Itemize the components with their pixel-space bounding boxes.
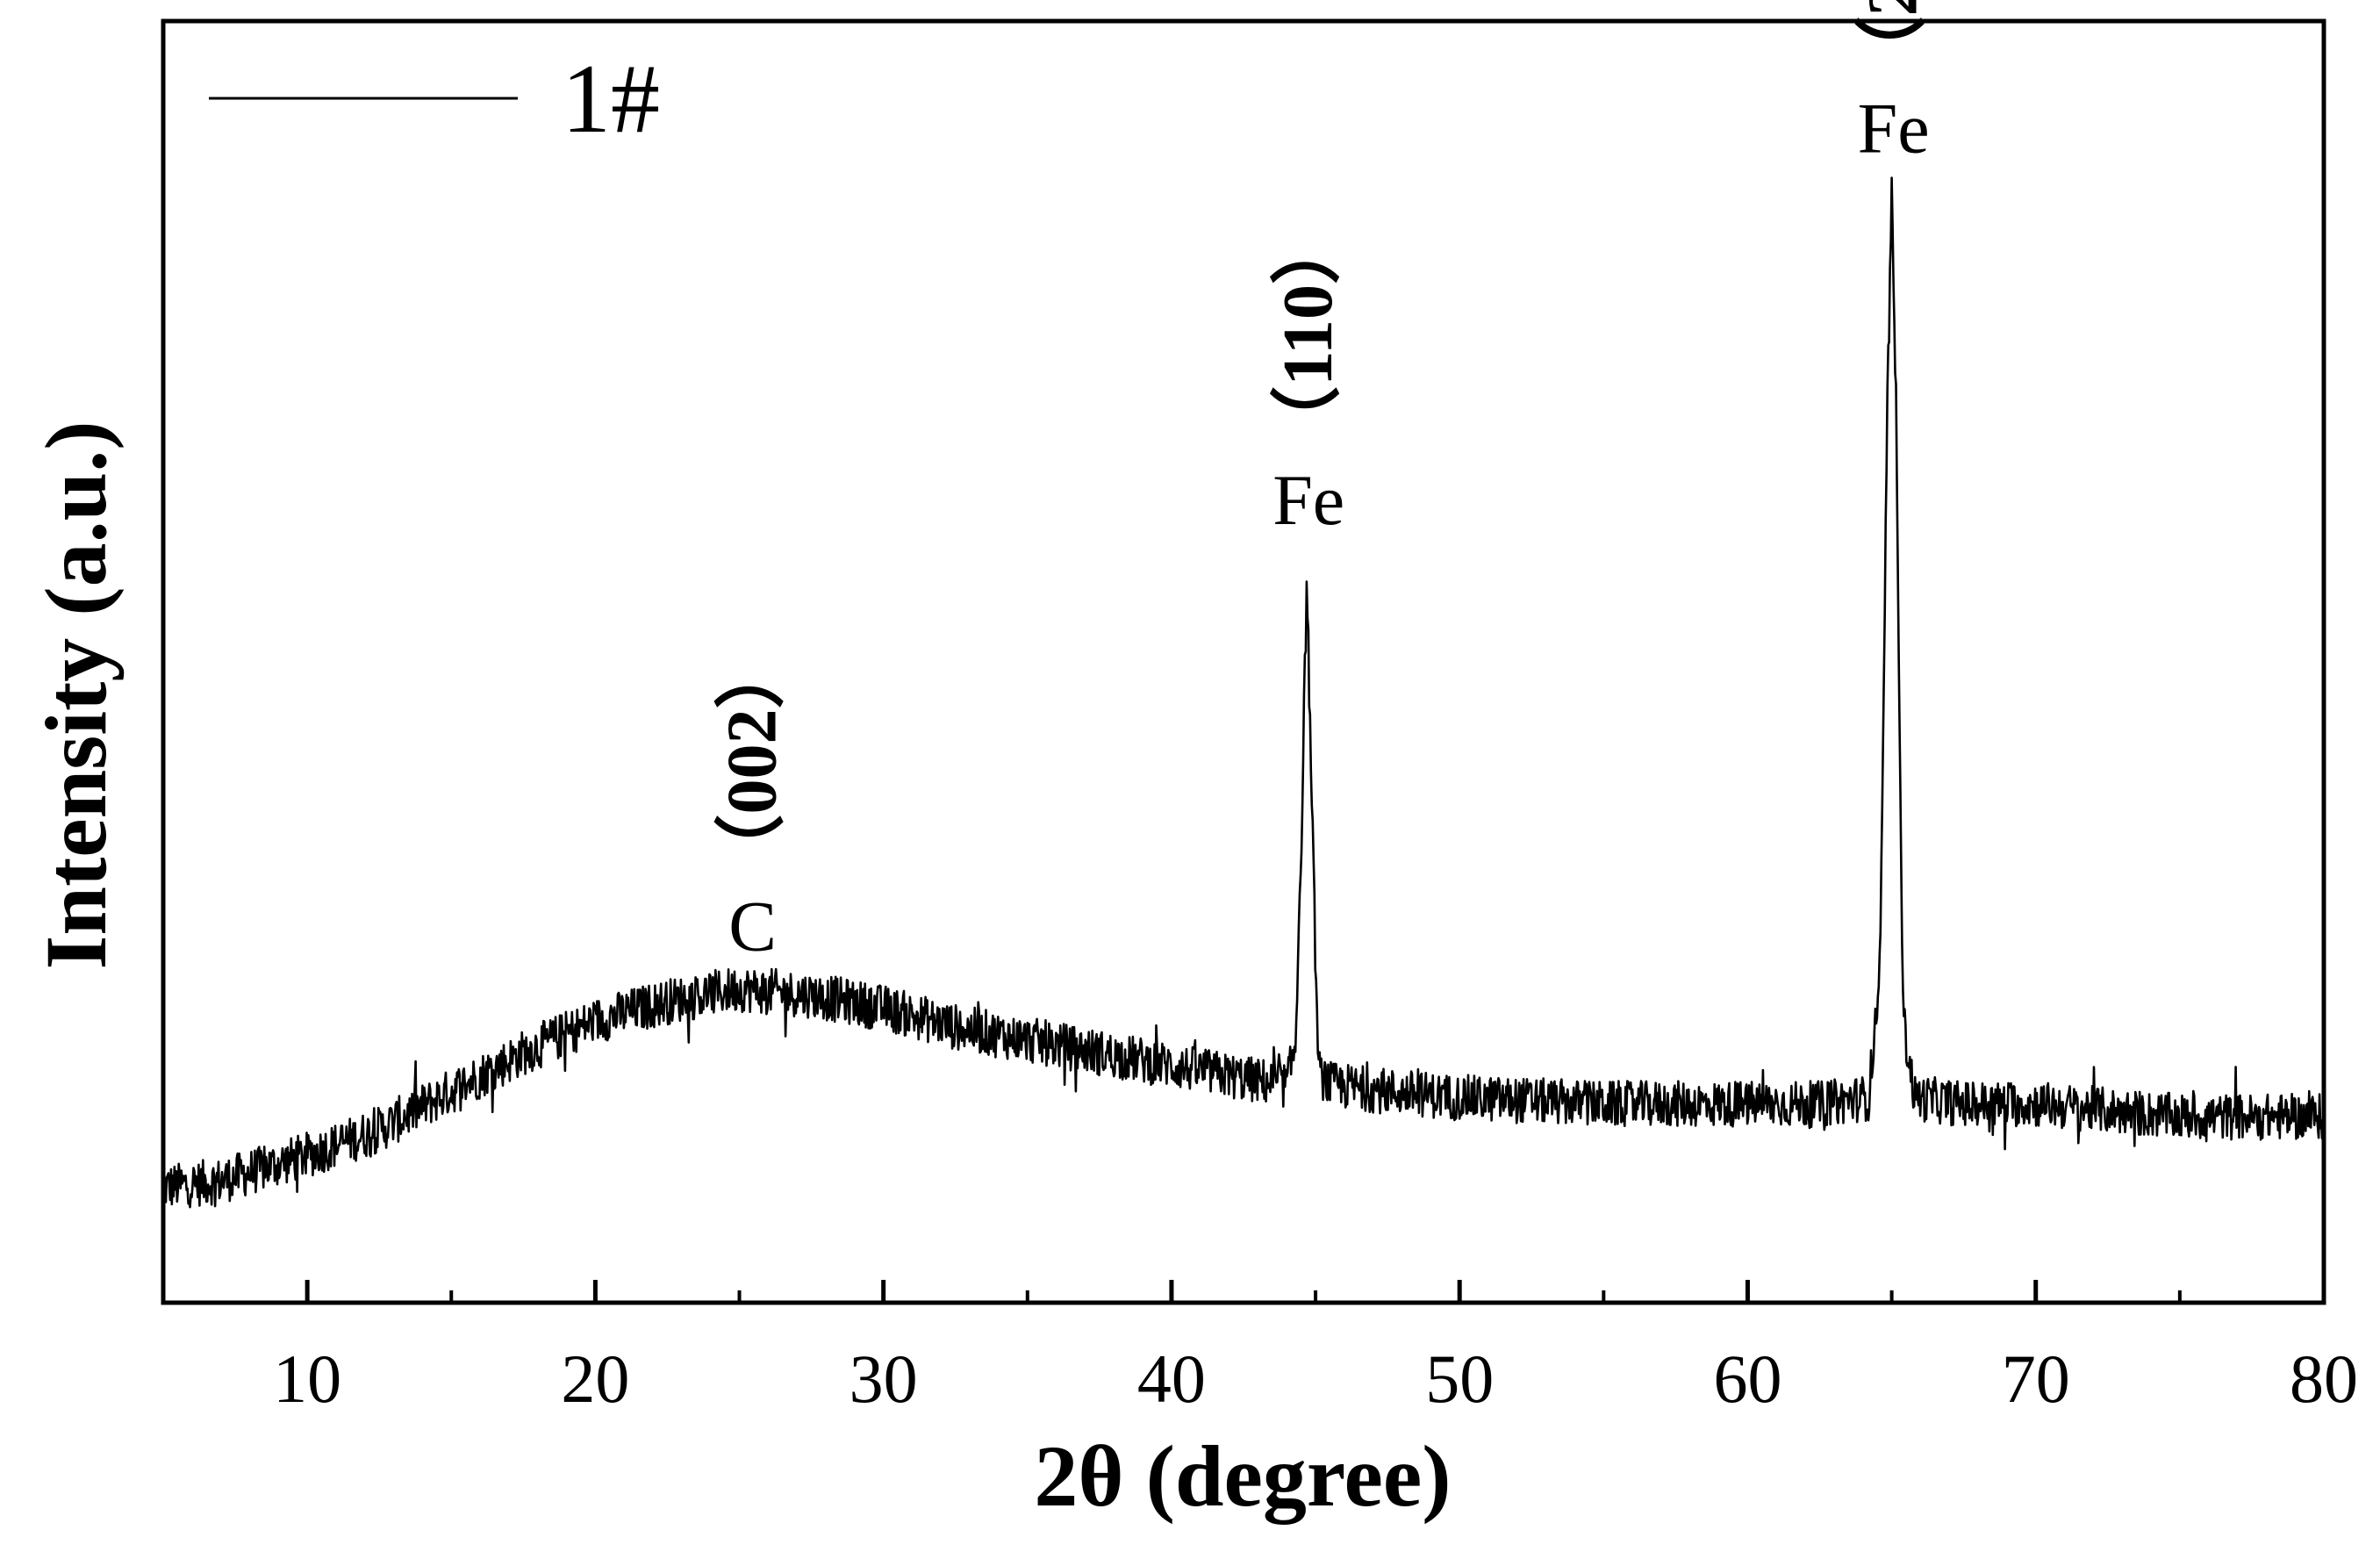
peak-hkl-label: （110） [1270,214,1347,456]
y-axis-title: Intensity (a.u.) [27,420,125,969]
x-tick-label: 60 [1713,1340,1781,1417]
peak-annotations: C（002）Fe（110）Fe（200） [714,0,1932,966]
peak-annotation: Fe（110） [1270,214,1347,540]
x-axis-ticks [305,1280,2326,1303]
peak-hkl-label: （200） [1855,0,1932,86]
x-tick-label: 30 [849,1340,918,1417]
x-tick-label: 70 [2002,1340,2070,1417]
peak-annotation: C（002） [714,638,792,966]
peak-element-label: C [728,886,777,966]
legend: 1# [209,45,660,154]
x-tick-label: 40 [1137,1340,1206,1417]
peak-element-label: Fe [1858,88,1930,168]
x-tick-label: 50 [1425,1340,1494,1417]
x-tick-label: 20 [561,1340,629,1417]
x-tick-label: 10 [273,1340,341,1417]
x-axis-tick-labels: 10 20 30 40 50 60 70 80 [273,1340,2358,1417]
peak-hkl-label: （002） [714,638,792,884]
x-tick-label: 80 [2290,1340,2358,1417]
plot-frame [161,18,2326,1305]
x-axis-title: 2θ (degree) [1034,1427,1451,1525]
xrd-pattern-line [162,176,2326,1209]
peak-element-label: Fe [1272,460,1344,540]
peak-annotation: Fe（200） [1855,0,1932,168]
legend-label: 1# [562,45,660,154]
